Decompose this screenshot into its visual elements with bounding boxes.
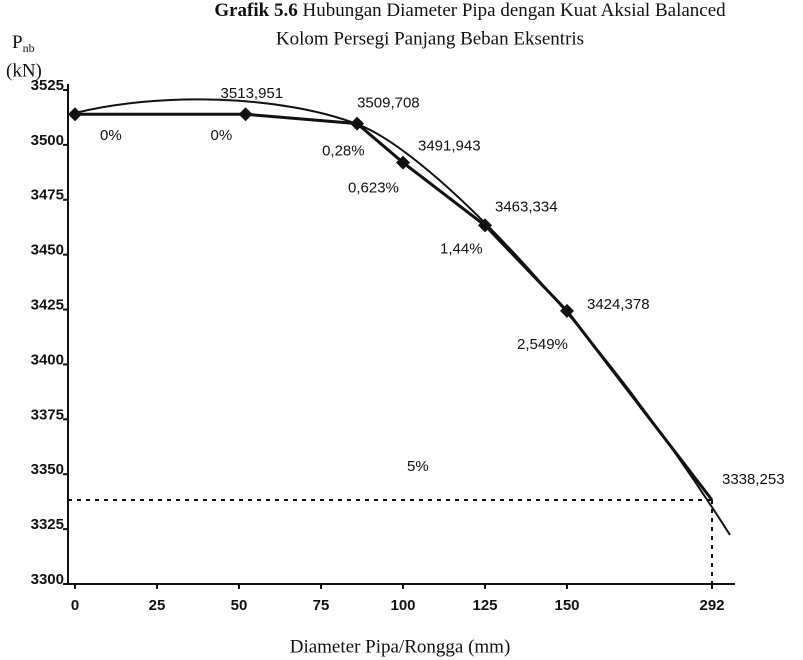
marker xyxy=(68,107,82,122)
value-label: 3424,378 xyxy=(587,296,650,313)
marker xyxy=(396,155,410,170)
point-label: 0,28% xyxy=(322,143,365,160)
title-text: Hubungan Diameter Pipa dengan Kuat Aksia… xyxy=(302,0,726,21)
chart-title: Grafik 5.6 Hubungan Diameter Pipa dengan… xyxy=(214,0,726,21)
y-tick-label: 3300 xyxy=(31,571,64,588)
y-tick-label: 3425 xyxy=(31,297,64,314)
point-label: 1,44% xyxy=(440,240,483,257)
value-label: 3463,334 xyxy=(495,198,558,215)
y-label-main: P xyxy=(12,32,23,53)
value-label: 3338,253 xyxy=(722,471,785,488)
x-tick-label: 75 xyxy=(313,597,330,614)
value-label: 3513,951 xyxy=(221,85,284,102)
marker xyxy=(350,116,365,131)
y-tick-label: 3500 xyxy=(31,132,64,149)
point-label: 2,549% xyxy=(517,336,568,353)
value-label: 3509,708 xyxy=(357,95,420,112)
x-tick-label: 150 xyxy=(554,597,579,614)
marker xyxy=(478,218,492,233)
point-label: 5% xyxy=(407,458,429,475)
y-tick-label: 3475 xyxy=(31,187,64,204)
point-label: 0,623% xyxy=(348,180,399,197)
y-tick-label: 3325 xyxy=(31,516,64,533)
x-tick-label: 292 xyxy=(699,597,724,614)
x-tick-label: 50 xyxy=(231,597,248,614)
x-axis-label: Diameter Pipa/Rongga (mm) xyxy=(290,636,511,657)
y-tick-label: 3450 xyxy=(31,242,64,259)
x-tick-label: 125 xyxy=(472,597,497,614)
y-axis-label: Pnb xyxy=(12,32,35,54)
marker xyxy=(238,107,253,122)
y-label-sub: nb xyxy=(23,41,35,55)
x-tick-label: 25 xyxy=(149,597,166,614)
y-axis-unit: (kN) xyxy=(6,60,42,81)
x-tick-label: 0 xyxy=(71,597,79,614)
y-tick-label: 3525 xyxy=(31,77,64,94)
y-tick-label: 3400 xyxy=(31,351,64,368)
marker xyxy=(560,303,574,318)
y-tick-label: 3375 xyxy=(31,406,64,423)
x-tick-label: 100 xyxy=(390,597,415,614)
title-prefix: Grafik 5.6 xyxy=(214,0,297,21)
point-label: 0% xyxy=(211,127,233,144)
point-label: 0% xyxy=(100,127,122,144)
chart-subtitle: Kolom Persegi Panjang Beban Eksentris xyxy=(276,28,584,49)
y-tick-label: 3350 xyxy=(31,461,64,478)
value-label: 3491,943 xyxy=(418,138,481,155)
